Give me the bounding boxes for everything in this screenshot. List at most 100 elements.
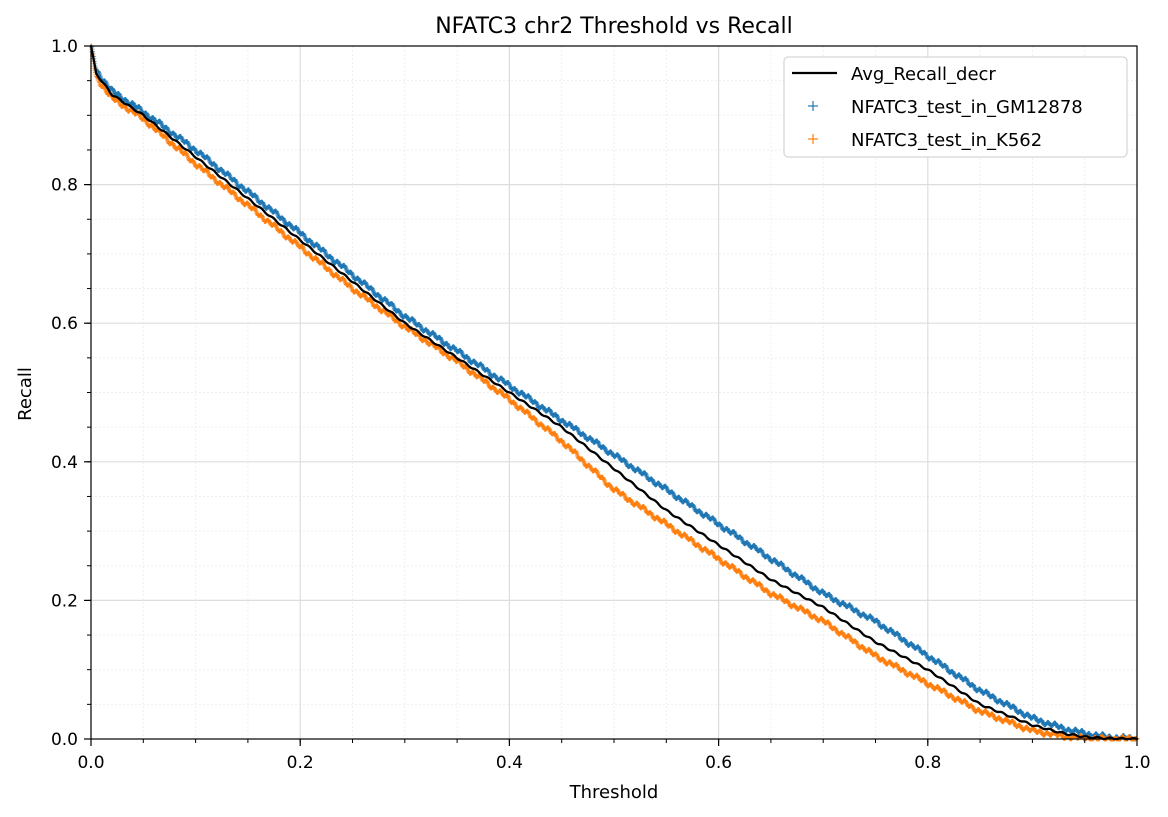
scatter-point-1 <box>384 298 390 303</box>
scatter-point-1 <box>718 523 724 529</box>
scatter-point-1 <box>179 135 184 141</box>
scatter-point-1 <box>555 416 561 422</box>
scatter-point-1 <box>193 148 199 154</box>
scatter-point-1 <box>650 478 656 484</box>
scatter-point-1 <box>117 92 122 98</box>
scatter-point-1 <box>234 180 240 186</box>
scatter-point-1 <box>466 356 472 362</box>
scatter-point-1 <box>487 370 493 376</box>
scatter-point-1 <box>391 303 396 309</box>
scatter-point-1 <box>438 335 444 341</box>
scatter-point-1 <box>295 226 301 232</box>
scatter-point-1 <box>186 143 192 149</box>
scatter-point-1 <box>664 485 670 491</box>
scatter-point-1 <box>255 197 260 203</box>
scatter-point-1 <box>398 311 404 317</box>
scatter-point-1 <box>582 433 588 439</box>
scatter-point-1 <box>370 288 376 293</box>
scatter-point-1 <box>309 239 314 245</box>
scatter-point-1 <box>622 458 628 464</box>
scatter-point-1 <box>555 415 561 421</box>
scatter-point-1 <box>623 459 629 465</box>
scatter-point-1 <box>369 286 375 292</box>
scatter-point-1 <box>274 209 280 215</box>
scatter-point-1 <box>233 178 239 184</box>
scatter-point-1 <box>261 201 267 207</box>
scatter-point-1 <box>692 505 697 511</box>
scatter-point-1 <box>528 396 534 402</box>
scatter-point-1 <box>111 88 116 94</box>
scatter-point-1 <box>644 473 650 479</box>
scatter-point-1 <box>712 517 718 523</box>
scatter-point-1 <box>117 93 123 99</box>
scatter-point-1 <box>343 266 349 272</box>
scatter-point-1 <box>329 257 335 263</box>
scatter-point-1 <box>212 162 218 168</box>
scatter-point-1 <box>206 155 211 161</box>
scatter-point-1 <box>718 523 724 528</box>
scatter-point-1 <box>486 368 492 374</box>
scatter-point-1 <box>582 433 588 438</box>
scatter-point-1 <box>275 211 281 217</box>
scatter-point-1 <box>418 323 423 329</box>
scatter-point-1 <box>412 319 417 325</box>
scatter-point-1 <box>370 289 376 294</box>
scatter-point-1 <box>247 188 253 194</box>
scatter-point-1 <box>486 368 491 373</box>
scatter-point-1 <box>411 318 417 324</box>
scatter-point-1 <box>554 414 560 420</box>
scatter-point-1 <box>691 504 697 510</box>
scatter-point-1 <box>363 280 369 286</box>
scatter-point-1 <box>364 282 370 288</box>
scatter-point-1 <box>596 441 602 447</box>
scatter-point-1 <box>370 287 376 292</box>
scatter-point-1 <box>363 281 369 287</box>
scatter-point-1 <box>295 227 301 233</box>
scatter-point-1 <box>165 126 170 131</box>
scatter-point-1 <box>138 105 143 111</box>
scatter-point-1 <box>418 325 424 331</box>
scatter-point-1 <box>303 235 308 241</box>
scatter-point-1 <box>480 363 485 369</box>
scatter-point-1 <box>159 122 165 128</box>
scatter-point-1 <box>527 395 533 401</box>
scatter-point-1 <box>534 402 540 407</box>
scatter-point-1 <box>712 518 718 524</box>
scatter-point-1 <box>342 264 348 270</box>
scatter-point-1 <box>506 381 512 387</box>
scatter-point-1 <box>575 427 581 432</box>
scatter-point-1 <box>282 218 287 224</box>
scatter-point-1 <box>691 503 697 509</box>
scatter-point-1 <box>213 164 219 170</box>
scatter-point-1 <box>281 217 287 222</box>
scatter-point-1 <box>103 79 109 85</box>
scatter-point-1 <box>302 233 308 239</box>
scatter-point-1 <box>192 147 198 153</box>
scatter-point-1 <box>671 491 676 497</box>
scatter-point-1 <box>643 472 649 478</box>
scatter-point-1 <box>301 232 307 238</box>
scatter-point-1 <box>459 350 465 356</box>
scatter-point-1 <box>602 445 608 451</box>
scatter-point-1 <box>719 524 725 530</box>
scatter-point-1 <box>548 408 553 414</box>
scatter-point-1 <box>315 243 321 249</box>
scatter-point-1 <box>602 446 608 452</box>
scatter-point-1 <box>138 106 144 112</box>
scatter-point-1 <box>391 304 397 310</box>
scatter-point-1 <box>616 453 622 459</box>
scatter-point-1 <box>117 92 123 98</box>
scatter-point-1 <box>227 174 233 180</box>
scatter-point-1 <box>165 127 171 133</box>
scatter-point-1 <box>322 249 328 255</box>
scatter-point-1 <box>595 440 601 446</box>
chart-title: NFATC3 chr2 Threshold vs Recall <box>435 14 793 39</box>
scatter-point-1 <box>350 272 355 278</box>
scatter-point-1 <box>574 426 580 432</box>
scatter-point-1 <box>663 484 669 490</box>
scatter-point-1 <box>670 490 676 496</box>
scatter-point-1 <box>207 158 213 164</box>
scatter-point-1 <box>390 301 396 307</box>
scatter-point-1 <box>684 499 690 505</box>
